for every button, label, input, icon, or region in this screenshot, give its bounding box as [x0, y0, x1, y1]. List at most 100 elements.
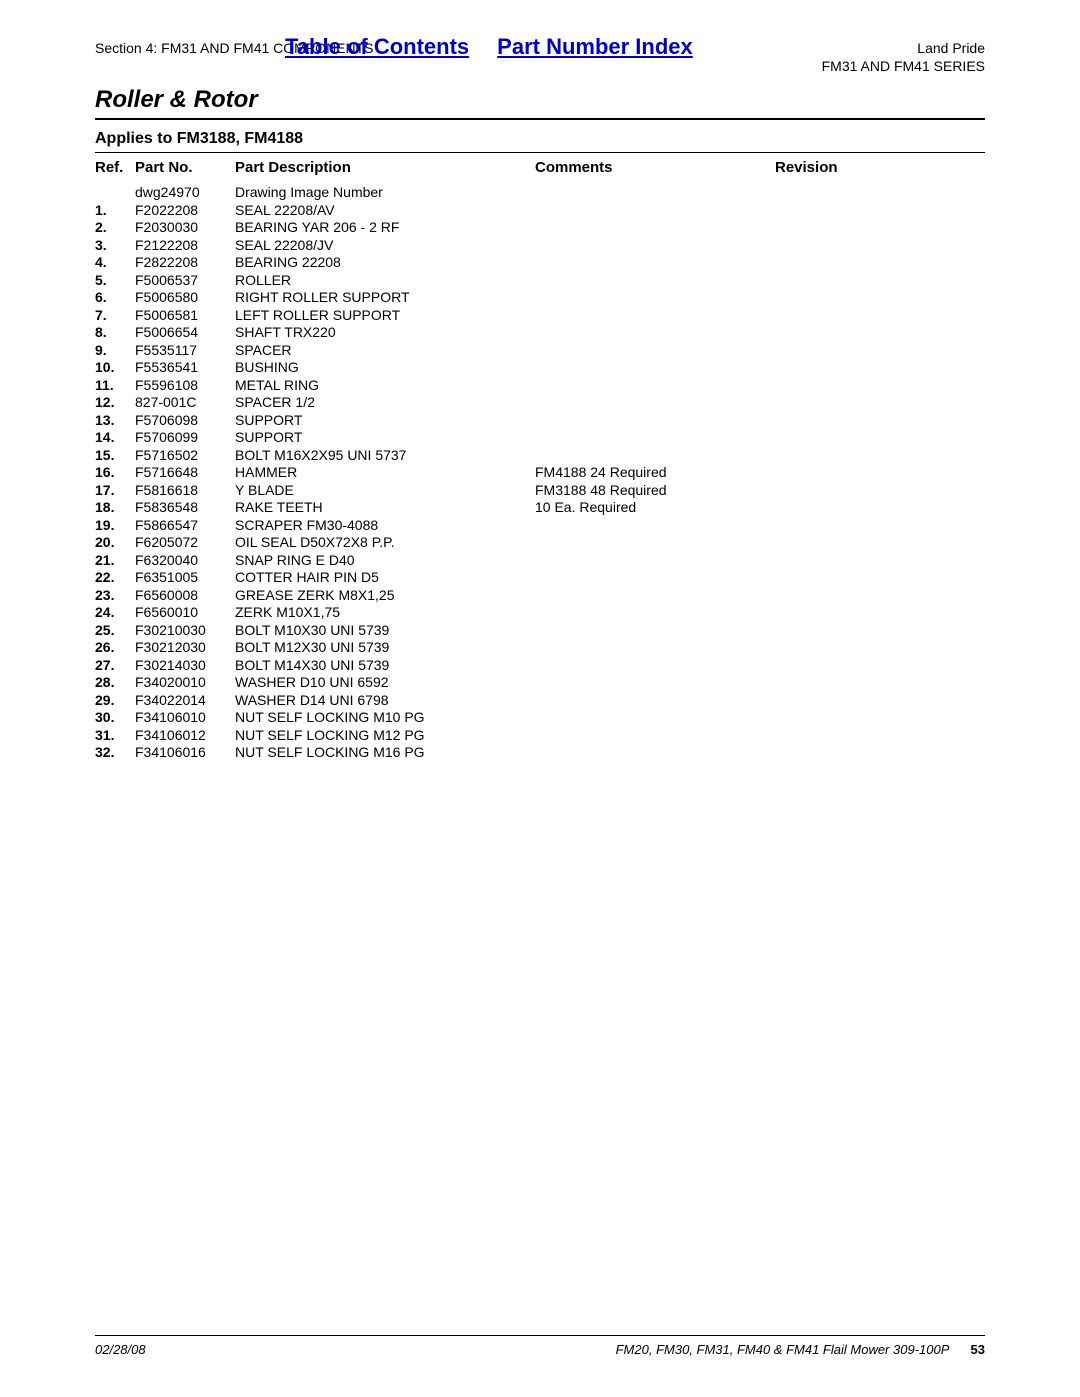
table-row: 27.F30214030BOLT M14X30 UNI 5739 — [95, 657, 985, 675]
cell-revision — [775, 569, 985, 587]
cell-part-desc: SCRAPER FM30-4088 — [235, 517, 535, 535]
table-row: 29.F34022014WASHER D14 UNI 6798 — [95, 692, 985, 710]
col-header-ref: Ref. — [95, 159, 135, 176]
cell-part-desc: COTTER HAIR PIN D5 — [235, 569, 535, 587]
cell-part-no: F30210030 — [135, 622, 235, 640]
table-row: 30.F34106010NUT SELF LOCKING M10 PG — [95, 709, 985, 727]
cell-revision — [775, 499, 985, 517]
cell-revision — [775, 587, 985, 605]
cell-part-no: F5816618 — [135, 482, 235, 500]
cell-revision — [775, 709, 985, 727]
cell-part-desc: HAMMER — [235, 464, 535, 482]
table-row: 25.F30210030BOLT M10X30 UNI 5739 — [95, 622, 985, 640]
cell-part-desc: BOLT M14X30 UNI 5739 — [235, 657, 535, 675]
cell-part-no: F5836548 — [135, 499, 235, 517]
cell-revision — [775, 674, 985, 692]
cell-part-no: F5706099 — [135, 429, 235, 447]
cell-part-no: F5535117 — [135, 342, 235, 360]
cell-revision — [775, 219, 985, 237]
cell-ref: 7. — [95, 307, 135, 325]
cell-comments — [535, 412, 775, 430]
cell-ref: 3. — [95, 237, 135, 255]
table-row: 16.F5716648HAMMERFM4188 24 Required — [95, 464, 985, 482]
cell-ref: 8. — [95, 324, 135, 342]
cell-part-no: F5006581 — [135, 307, 235, 325]
cell-part-desc: BOLT M12X30 UNI 5739 — [235, 639, 535, 657]
cell-part-no: F5006580 — [135, 289, 235, 307]
cell-part-desc: Y BLADE — [235, 482, 535, 500]
cell-revision — [775, 254, 985, 272]
cell-part-no: 827-001C — [135, 394, 235, 412]
cell-part-no: F34020010 — [135, 674, 235, 692]
cell-comments: 10 Ea. Required — [535, 499, 775, 517]
cell-comments — [535, 604, 775, 622]
cell-revision — [775, 657, 985, 675]
cell-comments — [535, 639, 775, 657]
part-number-index-link[interactable]: Part Number Index — [497, 34, 693, 60]
cell-revision — [775, 307, 985, 325]
column-headers: Ref. Part No. Part Description Comments … — [95, 159, 985, 176]
cell-revision — [775, 289, 985, 307]
cell-ref: 11. — [95, 377, 135, 395]
cell-part-desc: WASHER D14 UNI 6798 — [235, 692, 535, 710]
cell-comments: FM3188 48 Required — [535, 482, 775, 500]
cell-part-no: F2822208 — [135, 254, 235, 272]
cell-part-desc: BUSHING — [235, 359, 535, 377]
cell-part-no: F5716648 — [135, 464, 235, 482]
cell-ref: 13. — [95, 412, 135, 430]
cell-ref: 30. — [95, 709, 135, 727]
table-row: 12.827-001CSPACER 1/2 — [95, 394, 985, 412]
cell-part-desc: WASHER D10 UNI 6592 — [235, 674, 535, 692]
page: Section 4: FM31 AND FM41 COMPONENTS Tabl… — [0, 0, 1080, 1397]
table-row: 22.F6351005COTTER HAIR PIN D5 — [95, 569, 985, 587]
cell-ref: 29. — [95, 692, 135, 710]
cell-part-desc: SUPPORT — [235, 429, 535, 447]
cell-ref: 25. — [95, 622, 135, 640]
footer-page: 53 — [971, 1342, 985, 1357]
cell-ref: 28. — [95, 674, 135, 692]
cell-comments — [535, 289, 775, 307]
cell-ref: 24. — [95, 604, 135, 622]
table-row: 17.F5816618Y BLADEFM3188 48 Required — [95, 482, 985, 500]
cell-ref: 31. — [95, 727, 135, 745]
cell-comments — [535, 552, 775, 570]
cell-ref: 10. — [95, 359, 135, 377]
applies-rule — [95, 152, 985, 153]
cell-ref: 16. — [95, 464, 135, 482]
table-row: 4.F2822208BEARING 22208 — [95, 254, 985, 272]
cell-part-no: F34106010 — [135, 709, 235, 727]
table-row: 2.F2030030BEARING YAR 206 - 2 RF — [95, 219, 985, 237]
cell-part-no: F5706098 — [135, 412, 235, 430]
cell-comments — [535, 272, 775, 290]
cell-part-desc: BOLT M10X30 UNI 5739 — [235, 622, 535, 640]
cell-comments — [535, 727, 775, 745]
cell-part-desc: SPACER — [235, 342, 535, 360]
cell-ref: 18. — [95, 499, 135, 517]
cell-comments — [535, 657, 775, 675]
table-row: 6.F5006580RIGHT ROLLER SUPPORT — [95, 289, 985, 307]
cell-ref: 19. — [95, 517, 135, 535]
table-of-contents-link[interactable]: Table of Contents — [285, 34, 469, 60]
cell-revision — [775, 394, 985, 412]
cell-comments — [535, 692, 775, 710]
table-row: 15.F5716502BOLT M16X2X95 UNI 5737 — [95, 447, 985, 465]
cell-revision — [775, 622, 985, 640]
cell-part-desc: SEAL 22208/JV — [235, 237, 535, 255]
brand-label: Land Pride — [917, 40, 985, 56]
table-row: 11.F5596108METAL RING — [95, 377, 985, 395]
page-title: Roller & Rotor — [95, 86, 985, 114]
cell-part-desc: SEAL 22208/AV — [235, 202, 535, 220]
table-row: 8.F5006654SHAFT TRX220 — [95, 324, 985, 342]
table-row: 5.F5006537ROLLER — [95, 272, 985, 290]
cell-ref: 21. — [95, 552, 135, 570]
cell-part-desc: SNAP RING E D40 — [235, 552, 535, 570]
cell-ref: 1. — [95, 202, 135, 220]
cell-part-desc: BOLT M16X2X95 UNI 5737 — [235, 447, 535, 465]
cell-part-desc: ZERK M10X1,75 — [235, 604, 535, 622]
table-row: 1.F2022208SEAL 22208/AV — [95, 202, 985, 220]
cell-comments — [535, 674, 775, 692]
cell-revision — [775, 359, 985, 377]
applies-to: Applies to FM3188, FM4188 — [95, 130, 985, 148]
cell-revision — [775, 534, 985, 552]
cell-revision — [775, 604, 985, 622]
